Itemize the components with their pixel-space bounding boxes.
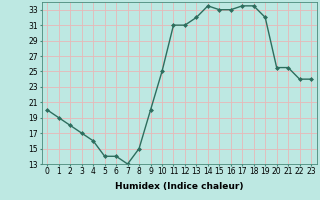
X-axis label: Humidex (Indice chaleur): Humidex (Indice chaleur) [115, 182, 244, 191]
